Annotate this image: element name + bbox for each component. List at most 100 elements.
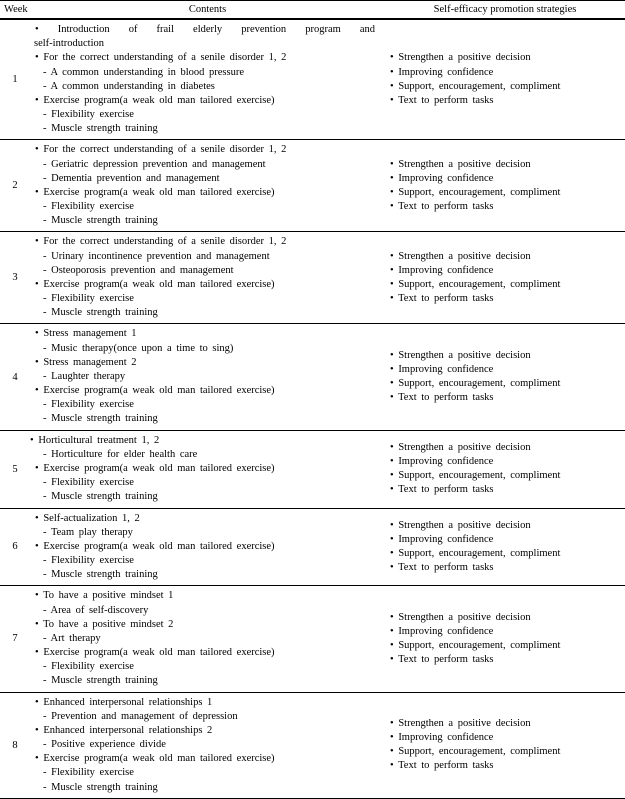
- table-row: 1Introduction of frail elderly preventio…: [0, 19, 625, 140]
- contents-cell: To have a positive mindset 1Area of self…: [30, 586, 385, 692]
- content-line: For the correct understanding of a senil…: [34, 51, 381, 65]
- content-line: Enhanced interpersonal relationships 2: [34, 724, 381, 738]
- content-line: Exercise program(a weak old man tailored…: [34, 646, 381, 660]
- strategies-cell: Strengthen a positive decisionImproving …: [385, 324, 625, 430]
- content-line: Exercise program(a weak old man tailored…: [34, 278, 381, 292]
- table-row: 8Enhanced interpersonal relationships 1P…: [0, 692, 625, 798]
- strategy-line: Text to perform tasks: [389, 94, 621, 108]
- content-line: Osteoporosis prevention and management: [34, 264, 381, 278]
- content-line: Flexibility exercise: [34, 292, 381, 306]
- week-cell: 3: [0, 232, 30, 324]
- content-line: Flexibility exercise: [34, 660, 381, 674]
- header-contents: Contents: [30, 1, 385, 20]
- content-line: To have a positive mindset 2: [34, 618, 381, 632]
- content-line: Flexibility exercise: [34, 108, 381, 122]
- strategy-line: Improving confidence: [389, 264, 621, 278]
- strategy-line: Text to perform tasks: [389, 391, 621, 405]
- strategies-cell: Strengthen a positive decisionImproving …: [385, 430, 625, 508]
- contents-cell: Introduction of frail elderly prevention…: [30, 19, 385, 140]
- content-line: Introduction of frail elderly prevention…: [34, 23, 381, 37]
- strategy-line: Strengthen a positive decision: [389, 717, 621, 731]
- table-row: 6Self-actualization 1, 2Team play therap…: [0, 508, 625, 586]
- content-line: Muscle strength training: [34, 781, 381, 795]
- strategies-cell: Strengthen a positive decisionImproving …: [385, 19, 625, 140]
- strategy-line: Support, encouragement, compliment: [389, 80, 621, 94]
- header-strategies: Self-efficacy promotion strategies: [385, 1, 625, 20]
- content-line: Flexibility exercise: [34, 476, 381, 490]
- strategy-line: Strengthen a positive decision: [389, 51, 621, 65]
- program-table: Week Contents Self-efficacy promotion st…: [0, 0, 625, 799]
- strategy-line: Support, encouragement, compliment: [389, 547, 621, 561]
- content-line: Exercise program(a weak old man tailored…: [34, 462, 381, 476]
- content-line: A common understanding in diabetes: [34, 80, 381, 94]
- week-cell: 6: [0, 508, 30, 586]
- contents-cell: For the correct understanding of a senil…: [30, 140, 385, 232]
- table-row: 7To have a positive mindset 1Area of sel…: [0, 586, 625, 692]
- table-header-row: Week Contents Self-efficacy promotion st…: [0, 1, 625, 20]
- content-line: Muscle strength training: [34, 568, 381, 582]
- content-line: Exercise program(a weak old man tailored…: [34, 186, 381, 200]
- strategy-line: Text to perform tasks: [389, 653, 621, 667]
- week-cell: 5: [0, 430, 30, 508]
- content-line: Muscle strength training: [34, 122, 381, 136]
- contents-cell: Self-actualization 1, 2Team play therapy…: [30, 508, 385, 586]
- strategies-cell: Strengthen a positive decisionImproving …: [385, 508, 625, 586]
- content-line: Flexibility exercise: [34, 398, 381, 412]
- strategy-line: Support, encouragement, compliment: [389, 377, 621, 391]
- strategy-line: Improving confidence: [389, 731, 621, 745]
- table-row: 5Horticultural treatment 1, 2Horticultur…: [0, 430, 625, 508]
- strategy-line: Improving confidence: [389, 533, 621, 547]
- content-line: A common understanding in blood pressure: [34, 66, 381, 80]
- week-cell: 2: [0, 140, 30, 232]
- content-line: Enhanced interpersonal relationships 1: [34, 696, 381, 710]
- strategy-line: Support, encouragement, compliment: [389, 639, 621, 653]
- strategy-line: Support, encouragement, compliment: [389, 186, 621, 200]
- strategy-line: Support, encouragement, compliment: [389, 745, 621, 759]
- content-line: Horticulture for elder health care: [34, 448, 381, 462]
- content-line: Stress management 2: [34, 356, 381, 370]
- strategy-line: Text to perform tasks: [389, 483, 621, 497]
- content-line: Muscle strength training: [34, 490, 381, 504]
- strategy-line: Improving confidence: [389, 363, 621, 377]
- table-row: 2 For the correct understanding of a seni…: [0, 140, 625, 232]
- strategy-line: Improving confidence: [389, 455, 621, 469]
- table-row: 3For the correct understanding of a seni…: [0, 232, 625, 324]
- strategy-line: Strengthen a positive decision: [389, 519, 621, 533]
- strategy-line: Strengthen a positive decision: [389, 250, 621, 264]
- content-line: Exercise program(a weak old man tailored…: [34, 94, 381, 108]
- content-line: For the correct understanding of a senil…: [34, 143, 381, 157]
- content-line: Muscle strength training: [34, 306, 381, 320]
- header-week: Week: [0, 1, 30, 20]
- strategy-line: Strengthen a positive decision: [389, 349, 621, 363]
- content-line: self-introduction: [34, 37, 381, 51]
- content-line: Muscle strength training: [34, 214, 381, 228]
- strategy-line: Improving confidence: [389, 172, 621, 186]
- content-line: Flexibility exercise: [34, 200, 381, 214]
- week-cell: 8: [0, 692, 30, 798]
- strategy-line: Text to perform tasks: [389, 561, 621, 575]
- content-line: Positive experience divide: [34, 738, 381, 752]
- strategy-line: Text to perform tasks: [389, 200, 621, 214]
- strategy-line: Improving confidence: [389, 66, 621, 80]
- strategy-line: Text to perform tasks: [389, 759, 621, 773]
- week-cell: 4: [0, 324, 30, 430]
- content-line: To have a positive mindset 1: [34, 589, 381, 603]
- content-line: Team play therapy: [34, 526, 381, 540]
- contents-cell: Stress management 1Music therapy(once up…: [30, 324, 385, 430]
- content-line: Prevention and management of depression: [34, 710, 381, 724]
- content-line: Stress management 1: [34, 327, 381, 341]
- content-line: Horticultural treatment 1, 2: [34, 434, 381, 448]
- content-line: Dementia prevention and management: [34, 172, 381, 186]
- strategy-line: Support, encouragement, compliment: [389, 278, 621, 292]
- strategies-cell: Strengthen a positive decisionImproving …: [385, 586, 625, 692]
- strategies-cell: Strengthen a positive decisionImproving …: [385, 692, 625, 798]
- strategy-line: Text to perform tasks: [389, 292, 621, 306]
- content-line: Laughter therapy: [34, 370, 381, 384]
- strategies-cell: Strengthen a positive decisionImproving …: [385, 232, 625, 324]
- strategies-cell: Strengthen a positive decisionImproving …: [385, 140, 625, 232]
- strategy-line: Strengthen a positive decision: [389, 158, 621, 172]
- content-line: Flexibility exercise: [34, 554, 381, 568]
- contents-cell: Enhanced interpersonal relationships 1Pr…: [30, 692, 385, 798]
- content-line: Art therapy: [34, 632, 381, 646]
- contents-cell: Horticultural treatment 1, 2Horticulture…: [30, 430, 385, 508]
